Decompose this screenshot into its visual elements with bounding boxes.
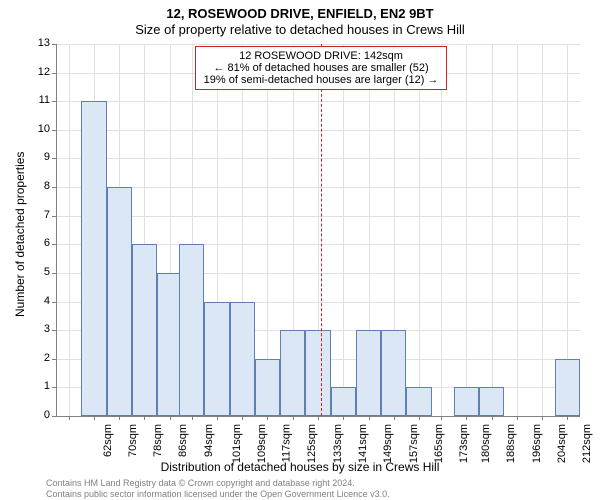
footer-copyright-2: Contains public sector information licen… xyxy=(46,489,390,499)
y-tick-label: 13 xyxy=(30,37,50,49)
histogram-bar xyxy=(132,244,157,416)
y-tick-label: 10 xyxy=(30,123,50,135)
histogram-bar xyxy=(255,359,280,416)
histogram-bar xyxy=(406,387,431,416)
x-tick-label: 157sqm xyxy=(408,424,420,463)
x-tick-label: 78sqm xyxy=(152,424,164,457)
y-tick-label: 3 xyxy=(30,323,50,335)
grid-line-v xyxy=(419,44,420,416)
y-tick-label: 4 xyxy=(30,295,50,307)
reference-line xyxy=(321,44,322,416)
property-chart-container: 12, ROSEWOOD DRIVE, ENFIELD, EN2 9BT Siz… xyxy=(0,0,600,500)
histogram-bar xyxy=(280,330,305,416)
grid-line-v xyxy=(492,44,493,416)
grid-line-v xyxy=(466,44,467,416)
x-tick-label: 117sqm xyxy=(281,424,293,462)
histogram-bar xyxy=(305,330,330,416)
footer-copyright-1: Contains HM Land Registry data © Crown c… xyxy=(46,478,355,488)
y-tick-label: 12 xyxy=(30,66,50,78)
histogram-bar xyxy=(356,330,381,416)
histogram-bar xyxy=(81,101,106,416)
grid-line-v xyxy=(441,44,442,416)
x-tick-label: 62sqm xyxy=(102,424,114,457)
x-tick-label: 133sqm xyxy=(332,424,344,463)
x-tick-label: 94sqm xyxy=(203,424,215,457)
histogram-bar xyxy=(454,387,479,416)
histogram-bar xyxy=(331,387,356,416)
y-tick-label: 0 xyxy=(30,409,50,421)
grid-line-v xyxy=(517,44,518,416)
y-tick-label: 2 xyxy=(30,352,50,364)
info-box-line: 12 ROSEWOOD DRIVE: 142sqm xyxy=(204,50,439,62)
x-tick-label: 109sqm xyxy=(256,424,268,463)
info-box-line: 19% of semi-detached houses are larger (… xyxy=(204,74,439,86)
title-main: 12, ROSEWOOD DRIVE, ENFIELD, EN2 9BT xyxy=(0,6,600,21)
x-axis-label: Distribution of detached houses by size … xyxy=(0,460,600,474)
x-tick-label: 173sqm xyxy=(458,424,470,463)
x-tick-label: 141sqm xyxy=(357,424,369,463)
grid-line-v xyxy=(542,44,543,416)
x-tick-label: 125sqm xyxy=(307,424,319,463)
x-tick-label: 149sqm xyxy=(382,424,394,463)
x-tick-label: 196sqm xyxy=(531,424,543,463)
grid-line-v xyxy=(343,44,344,416)
histogram-bar xyxy=(179,244,204,416)
y-axis xyxy=(56,44,57,416)
x-tick-label: 70sqm xyxy=(127,424,139,457)
x-tick-label: 180sqm xyxy=(480,424,492,463)
y-tick-label: 7 xyxy=(30,209,50,221)
x-tick-label: 204sqm xyxy=(556,424,568,463)
chart-plot-area: 01234567891011121362sqm70sqm78sqm86sqm94… xyxy=(56,44,580,416)
x-axis xyxy=(56,416,580,417)
histogram-bar xyxy=(555,359,580,416)
x-tick-label: 86sqm xyxy=(177,424,189,457)
info-box: 12 ROSEWOOD DRIVE: 142sqm← 81% of detach… xyxy=(195,46,448,90)
histogram-bar xyxy=(381,330,406,416)
y-axis-label: Number of detached properties xyxy=(13,137,27,317)
histogram-bar xyxy=(479,387,504,416)
x-tick-label: 165sqm xyxy=(433,424,445,463)
y-tick-label: 9 xyxy=(30,151,50,163)
histogram-bar xyxy=(107,187,132,416)
y-tick-label: 6 xyxy=(30,237,50,249)
grid-line-v xyxy=(69,44,70,416)
y-tick-label: 8 xyxy=(30,180,50,192)
histogram-bar xyxy=(230,302,255,416)
info-box-line: ← 81% of detached houses are smaller (52… xyxy=(204,62,439,74)
x-tick-label: 101sqm xyxy=(231,424,243,463)
x-tick-label: 212sqm xyxy=(581,424,593,463)
x-tick-label: 188sqm xyxy=(506,424,518,463)
histogram-bar xyxy=(204,302,229,416)
title-sub: Size of property relative to detached ho… xyxy=(0,22,600,37)
y-tick-label: 5 xyxy=(30,266,50,278)
y-tick-label: 11 xyxy=(30,94,50,106)
y-tick-label: 1 xyxy=(30,380,50,392)
